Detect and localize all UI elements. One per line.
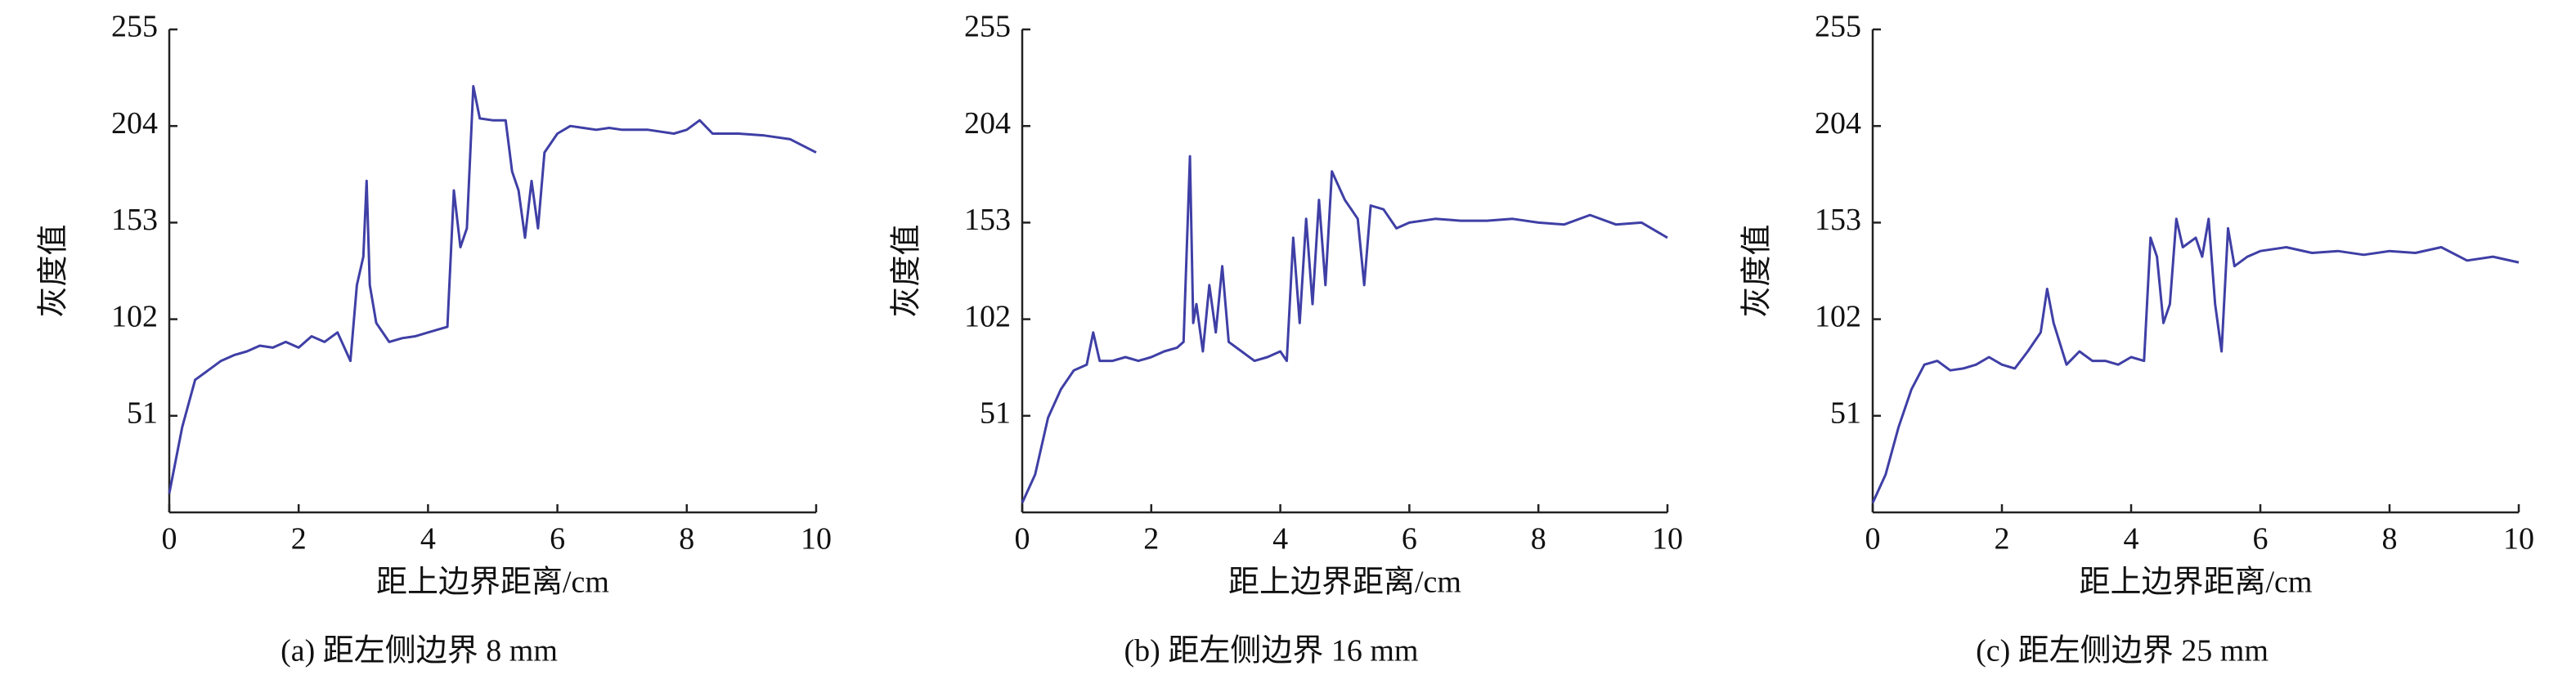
x-tick-label: 4 — [2124, 522, 2139, 557]
y-tick-label: 255 — [964, 10, 1011, 44]
y-tick-label: 204 — [964, 106, 1011, 141]
x-tick-label: 4 — [420, 522, 436, 557]
x-tick-label: 6 — [550, 522, 565, 557]
x-tick-label: 0 — [162, 522, 177, 557]
x-tick-label: 4 — [1272, 522, 1288, 557]
x-axis-label: 距上边界距离/cm — [376, 566, 609, 600]
y-tick-label: 255 — [111, 10, 158, 44]
data-line — [1021, 154, 1668, 504]
caption: (c) 距左侧边界 25 mm — [1976, 634, 2269, 668]
x-tick-label: 10 — [1652, 522, 1683, 557]
x-axis-label: 距上边界距离/cm — [2080, 566, 2313, 600]
y-tick-label: 153 — [111, 203, 158, 237]
x-tick-label: 2 — [1143, 522, 1159, 557]
x-tick-label: 2 — [291, 522, 307, 557]
y-axis-label: 灰度值 — [890, 224, 924, 317]
y-tick-label: 153 — [964, 203, 1011, 237]
x-tick-label: 6 — [1402, 522, 1417, 557]
y-axis-label: 灰度值 — [1740, 224, 1775, 317]
y-tick-label: 51 — [980, 396, 1011, 431]
y-tick-label: 255 — [1815, 10, 1861, 44]
caption: (b) 距左侧边界 16 mm — [1124, 634, 1419, 668]
x-tick-label: 8 — [1531, 522, 1546, 557]
x-axis-label: 距上边界距离/cm — [1228, 566, 1461, 600]
y-tick-label: 204 — [111, 106, 158, 141]
x-tick-label: 8 — [2382, 522, 2398, 557]
y-tick-label: 102 — [111, 299, 158, 333]
x-tick-label: 8 — [679, 522, 694, 557]
y-tick-label: 51 — [1830, 396, 1861, 431]
y-tick-label: 204 — [1815, 106, 1861, 141]
data-line — [1871, 217, 2520, 504]
caption: (a) 距左侧边界 8 mm — [280, 634, 558, 668]
data-line — [168, 85, 817, 494]
x-tick-label: 0 — [1865, 522, 1881, 557]
x-tick-label: 10 — [801, 522, 832, 557]
y-tick-label: 51 — [127, 396, 158, 431]
y-tick-label: 102 — [1815, 299, 1861, 333]
y-tick-label: 153 — [1815, 203, 1861, 237]
x-tick-label: 2 — [1995, 522, 2010, 557]
y-axis-label: 灰度值 — [37, 224, 71, 317]
x-tick-label: 10 — [2503, 522, 2534, 557]
x-tick-label: 0 — [1015, 522, 1030, 557]
x-tick-label: 6 — [2253, 522, 2269, 557]
y-tick-label: 102 — [964, 299, 1011, 333]
